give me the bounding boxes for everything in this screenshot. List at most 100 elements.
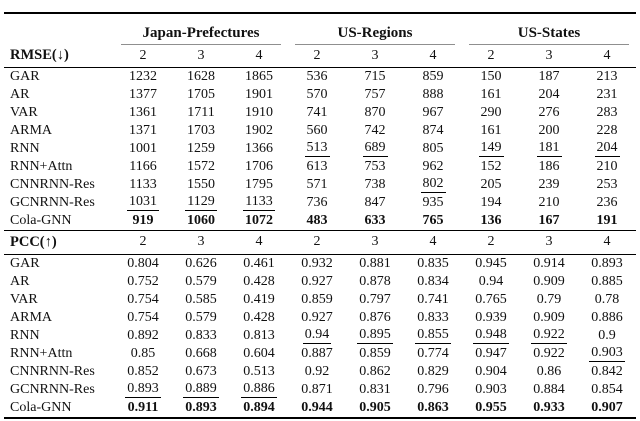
value: 0.886	[591, 309, 623, 325]
value-cell: 204	[578, 140, 636, 158]
best-value: 167	[538, 212, 560, 228]
value: 1628	[187, 68, 215, 84]
value-cell: 888	[404, 86, 462, 104]
value-cell: 0.835	[404, 254, 462, 273]
table-row: GCNRNN-Res 0.893 0.889 0.886 0.871 0.831 0.796…	[4, 381, 636, 399]
rmse-header-row: RMSE(↓) 2 3 4 2 3 4 2 3 4	[4, 45, 636, 68]
value: 1703	[187, 122, 215, 138]
value: 0.796	[417, 381, 449, 397]
value-cell: 1706	[230, 158, 288, 176]
value-cell: 1232	[114, 67, 172, 86]
table-row: GAR 1232 1628 1865 536 715 859 150 187 213	[4, 67, 636, 86]
value: 0.754	[127, 291, 159, 307]
model-label: RNN	[10, 327, 40, 343]
value: 874	[422, 122, 444, 138]
value-cell: 0.927	[288, 309, 346, 327]
value: 1259	[187, 140, 215, 156]
best-value: 765	[422, 212, 444, 228]
table-row: VAR 0.754 0.585 0.419 0.859 0.797 0.741 0.765 0.…	[4, 291, 636, 309]
value: 239	[538, 176, 560, 192]
value: 1795	[245, 176, 273, 192]
value-cell: 0.428	[230, 273, 288, 291]
value: 0.854	[591, 381, 623, 397]
value-cell: 152	[462, 158, 520, 176]
rmse-section-body: GAR 1232 1628 1865 536 715 859 150 187 213 AR 1377 1…	[4, 67, 636, 230]
horizon-header: 2	[288, 45, 346, 68]
value-cell: 0.79	[520, 291, 578, 309]
value-cell: 0.904	[462, 363, 520, 381]
value: 0.741	[417, 291, 449, 307]
value-cell: 536	[288, 67, 346, 86]
value-cell: 0.933	[520, 399, 578, 418]
value: 0.862	[359, 363, 391, 379]
value: 753	[364, 158, 386, 174]
value: 1711	[187, 104, 215, 120]
value: 0.626	[185, 255, 217, 271]
value-cell: 570	[288, 86, 346, 104]
value: 0.904	[475, 363, 507, 379]
value: 290	[480, 104, 502, 120]
horizon-header: 4	[230, 45, 288, 68]
value-cell: 231	[578, 86, 636, 104]
value: 0.513	[243, 363, 275, 379]
value-cell: 0.585	[172, 291, 230, 309]
value: 0.668	[185, 345, 217, 361]
value-cell: 0.852	[114, 363, 172, 381]
value: 276	[538, 104, 560, 120]
value: 0.835	[417, 255, 449, 271]
value-cell: 0.831	[346, 381, 404, 399]
value-cell: 1166	[114, 158, 172, 176]
value: 1865	[245, 68, 273, 84]
value-cell: 0.909	[520, 309, 578, 327]
best-value: 0.863	[417, 399, 449, 415]
value: 0.893	[591, 255, 623, 271]
value: 0.885	[591, 273, 623, 289]
value-cell: 0.842	[578, 363, 636, 381]
value: 0.842	[591, 363, 623, 379]
pcc-header-row: PCC(↑) 2 3 4 2 3 4 2 3 4	[4, 229, 636, 255]
value: 1705	[187, 86, 215, 102]
value-cell: 0.804	[114, 254, 172, 273]
value-cell: 0.955	[462, 399, 520, 418]
value: 0.903	[475, 381, 507, 397]
second-best-value: 1129	[185, 193, 217, 211]
value: 935	[422, 194, 444, 210]
horizon-header: 3	[520, 229, 578, 255]
value: 231	[596, 86, 618, 102]
value: 253	[596, 176, 618, 192]
value: 0.871	[301, 381, 333, 397]
value: 0.579	[185, 309, 217, 325]
horizon-header: 4	[230, 229, 288, 255]
value: 888	[422, 86, 444, 102]
value-cell: 0.668	[172, 345, 230, 363]
value-cell: 0.754	[114, 309, 172, 327]
value: 1572	[187, 158, 215, 174]
second-best-value: 0.886	[241, 380, 277, 398]
table-row: GCNRNN-Res 1031 1129 1133 736 847 935 194 210 236	[4, 194, 636, 212]
value-cell: 935	[404, 194, 462, 212]
metric-label-pcc: PCC(↑)	[4, 229, 114, 255]
value-cell: 0.922	[520, 327, 578, 345]
value-cell: 736	[288, 194, 346, 212]
pcc-section-body: GAR 0.804 0.626 0.461 0.932 0.881 0.835 0.945 0.…	[4, 254, 636, 418]
value-cell: 0.927	[288, 273, 346, 291]
best-value: 633	[364, 212, 386, 228]
value: 0.834	[417, 273, 449, 289]
value: 0.887	[301, 345, 333, 361]
second-best-value: 0.895	[357, 326, 393, 344]
value-cell: 1129	[172, 194, 230, 212]
model-label: AR	[10, 86, 30, 102]
value-cell: 1031	[114, 194, 172, 212]
value: 613	[306, 158, 328, 174]
horizon-header: 2	[288, 229, 346, 255]
value: 236	[596, 194, 618, 210]
model-label: GCNRNN-Res	[10, 194, 95, 210]
value: 0.79	[536, 291, 562, 307]
value-cell: 0.774	[404, 345, 462, 363]
value: 0.752	[127, 273, 159, 289]
value-cell: 187	[520, 67, 578, 86]
value-cell: 1795	[230, 176, 288, 194]
value-cell: 0.863	[404, 399, 462, 418]
value-cell: 150	[462, 67, 520, 86]
group-row-spacer	[4, 13, 114, 45]
